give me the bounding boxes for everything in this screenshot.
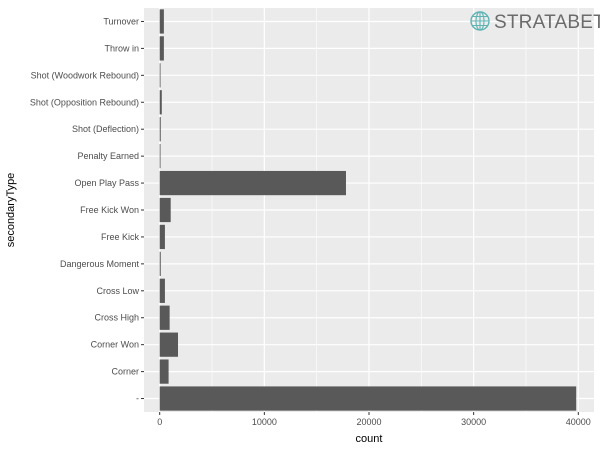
bar	[159, 332, 179, 357]
x-axis: 0 10000 20000 30000 40000	[157, 412, 591, 427]
grid-major	[144, 8, 594, 412]
bar	[159, 251, 161, 276]
y-axis: Turnover Throw in Shot (Woodwork Rebound) S…	[30, 16, 144, 404]
y-axis-title: secondaryType	[5, 173, 17, 248]
brand-name: STRATABET	[494, 12, 600, 33]
y-tick-label: Free Kick Won	[80, 205, 139, 215]
y-tick-label: Shot (Opposition Rebound)	[30, 97, 139, 107]
globe-icon	[470, 11, 490, 31]
bar	[159, 224, 165, 250]
y-tick-label: Throw in	[104, 43, 139, 53]
y-tick-label: Corner	[111, 367, 139, 377]
y-tick-label: Dangerous Moment	[60, 259, 140, 269]
x-tick-label: 10000	[252, 417, 277, 427]
bar	[159, 386, 577, 411]
y-tick-label: Shot (Deflection)	[72, 124, 139, 134]
bar	[159, 63, 161, 88]
bar	[159, 9, 164, 34]
bar	[159, 197, 171, 223]
y-tick-label: Free Kick	[101, 232, 140, 242]
y-tick-label: Cross High	[94, 313, 139, 323]
bar	[159, 117, 161, 142]
y-tick-label: Cross Low	[96, 286, 139, 296]
bar	[159, 278, 165, 303]
bar	[159, 36, 164, 61]
y-tick-label: Open Play Pass	[74, 178, 139, 188]
bar	[159, 170, 346, 196]
bar	[159, 144, 161, 169]
brand-logo: STRATABET	[470, 11, 600, 33]
bar	[159, 305, 170, 330]
y-tick-label: Penalty Earned	[77, 151, 139, 161]
x-tick-label: 30000	[461, 417, 486, 427]
x-tick-label: 20000	[356, 417, 381, 427]
bars	[159, 9, 577, 411]
x-tick-label: 40000	[566, 417, 591, 427]
bar	[159, 90, 162, 115]
y-tick-label: Shot (Woodwork Rebound)	[31, 70, 139, 80]
x-tick-label: 0	[157, 417, 162, 427]
y-tick-label: -	[136, 394, 139, 404]
y-tick-label: Corner Won	[91, 340, 139, 350]
bar	[159, 359, 169, 384]
y-tick-label: Turnover	[103, 16, 139, 26]
x-axis-title: count	[356, 433, 383, 445]
